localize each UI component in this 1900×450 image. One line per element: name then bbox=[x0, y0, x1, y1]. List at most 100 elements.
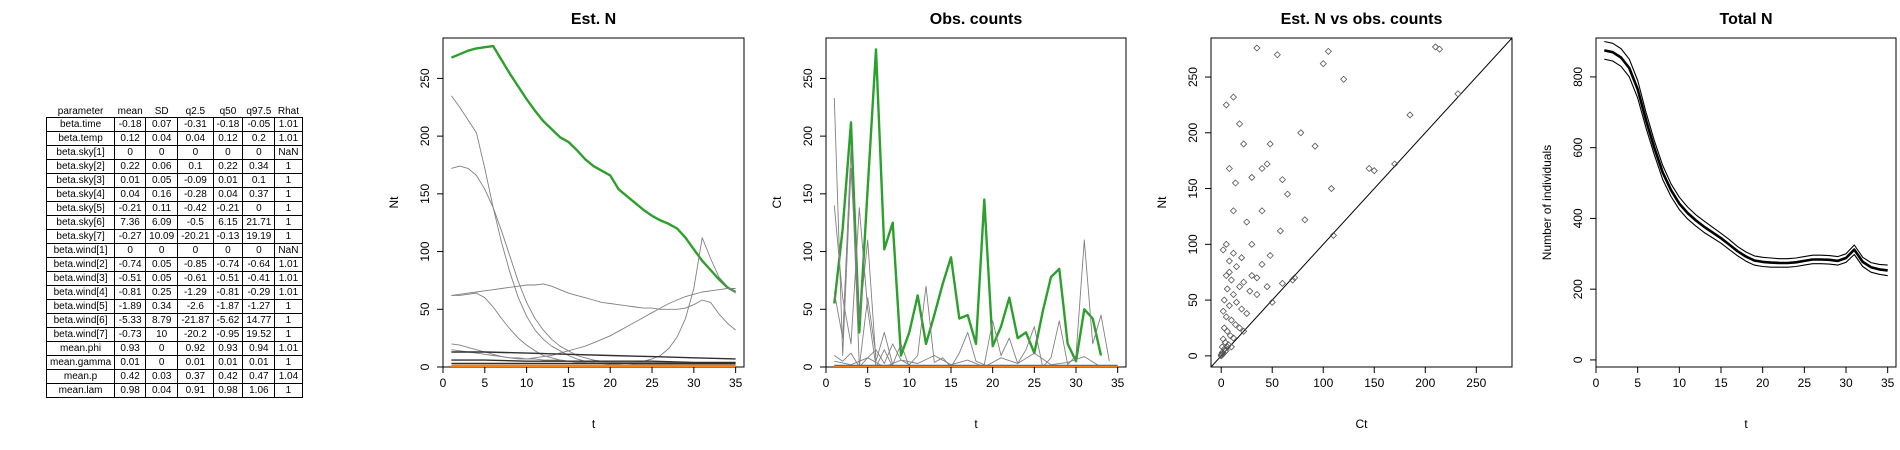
scatter-point bbox=[1232, 263, 1241, 271]
x-tick-label: 15 bbox=[1714, 376, 1728, 390]
x-tick-label: 10 bbox=[903, 376, 917, 390]
parameter-name-cell: beta.sky[6] bbox=[45, 215, 116, 230]
y-tick-label: 150 bbox=[801, 184, 815, 204]
table-cell: -0.28 bbox=[177, 187, 214, 202]
scatter-point bbox=[1266, 140, 1274, 148]
table-cell: 1 bbox=[274, 355, 303, 370]
scatter-point bbox=[1319, 60, 1327, 68]
table-cell: -2.6 bbox=[177, 299, 214, 314]
x-tick-label: 5 bbox=[481, 376, 488, 390]
x-tick-label: 35 bbox=[1881, 376, 1895, 390]
table-cell: 1.01 bbox=[274, 131, 303, 146]
scatter-point bbox=[1258, 260, 1266, 268]
x-tick-label: 50 bbox=[1266, 376, 1280, 390]
scatter-point bbox=[1236, 120, 1244, 128]
table-cell: 0 bbox=[177, 145, 214, 160]
scatter-point bbox=[1278, 176, 1286, 184]
scatter-point bbox=[1248, 173, 1256, 181]
parameter-name-cell: beta.sky[2] bbox=[45, 159, 116, 174]
table-cell: NaN bbox=[274, 243, 303, 258]
table-cell: 1 bbox=[274, 229, 303, 244]
table-cell: 0.91 bbox=[177, 383, 214, 398]
x-tick-label: 10 bbox=[520, 376, 534, 390]
x-tick-label: 250 bbox=[1466, 376, 1486, 390]
scatter-point bbox=[1435, 45, 1444, 53]
x-tick-label: 0 bbox=[440, 376, 447, 390]
scatter-point bbox=[1370, 167, 1378, 175]
table-row: beta.temp 0.12 0.04 0.04 0.12 0.2 1.01 bbox=[45, 131, 303, 146]
scatter-point bbox=[1220, 324, 1228, 332]
scatter-point bbox=[1248, 271, 1256, 280]
scatter-point bbox=[1223, 343, 1231, 351]
x-tick-label: 0 bbox=[823, 376, 830, 390]
table-row: beta.sky[3] 0.01 0.05 -0.09 0.01 0.1 1 bbox=[45, 173, 303, 188]
scatter-point bbox=[1266, 251, 1274, 260]
table-cell: 1 bbox=[274, 383, 303, 398]
chart-title: Total N bbox=[1719, 11, 1772, 28]
x-axis-label: t bbox=[1744, 417, 1748, 431]
x-tick-label: 0 bbox=[1218, 376, 1225, 390]
table-cell: 1.04 bbox=[274, 369, 303, 384]
scatter-point bbox=[1225, 257, 1233, 265]
series-line-6 bbox=[451, 288, 736, 360]
parameter-table: parameter mean SD q2.5 q50 q97.5 Rhat beta.tim… bbox=[45, 106, 303, 398]
series-line-5 bbox=[451, 237, 736, 364]
x-tick-label: 25 bbox=[1028, 376, 1042, 390]
series-line-9 bbox=[451, 359, 736, 364]
scatter-point bbox=[1253, 274, 1261, 282]
y-tick-label: 600 bbox=[1571, 137, 1585, 157]
chart-panel-2: Obs. counts t Ct 0 5 10 15 20 25 30 35 0 50 100 150 200… bbox=[770, 11, 1127, 431]
plot-area bbox=[833, 48, 1118, 367]
y-tick-label: 200 bbox=[418, 126, 432, 146]
table-row: beta.wind[6] -5.33 8.79 -21.87 -5.62 14.77 1 bbox=[45, 313, 303, 328]
x-axis-label: t bbox=[592, 417, 596, 431]
table-cell: -0.42 bbox=[177, 201, 214, 216]
scatter-point bbox=[1329, 231, 1338, 239]
chart-panel-1: Est. N t Nt 0 5 10 15 20 25 30 35 0 50 100 150 200 250 bbox=[387, 11, 745, 431]
chart-title: Est. N vs obs. counts bbox=[1281, 11, 1443, 28]
table-header-1: mean bbox=[117, 106, 143, 117]
table-cell: 1 bbox=[274, 299, 303, 314]
y-axis-label: Nt bbox=[1155, 196, 1169, 209]
scatter-point bbox=[1222, 313, 1230, 321]
table-cell: 1 bbox=[274, 201, 303, 216]
table-row: beta.sky[7] -0.27 10.09 -20.21 -0.13 19.19 1 bbox=[45, 229, 303, 244]
parameter-name-cell: beta.wind[2] bbox=[45, 257, 116, 272]
scatter-point bbox=[1454, 90, 1462, 98]
table-cell: -0.85 bbox=[177, 257, 214, 272]
plot-frame bbox=[442, 37, 745, 368]
table-header-row: parameter mean SD q2.5 q50 q97.5 Rhat bbox=[47, 106, 303, 118]
table-cell: 1.01 bbox=[274, 117, 303, 132]
series-line-1 bbox=[833, 48, 1103, 363]
scatter-point bbox=[1297, 129, 1305, 137]
series-line-3 bbox=[1604, 58, 1888, 277]
series-line-4 bbox=[833, 147, 877, 367]
y-tick-label: 0 bbox=[1571, 356, 1585, 363]
table-row: mean.phi 0.93 0 0.92 0.93 0.94 1.01 bbox=[45, 341, 303, 356]
scatter-point bbox=[1223, 285, 1231, 293]
x-tick-label: 20 bbox=[604, 376, 618, 390]
scatter-point bbox=[1222, 271, 1230, 280]
scatter-point bbox=[1238, 305, 1246, 313]
scatter-point bbox=[1225, 302, 1233, 310]
table-cell: 1 bbox=[274, 313, 303, 328]
scatter-point bbox=[1258, 164, 1266, 173]
scatter-point bbox=[1231, 179, 1240, 187]
y-tick-label: 400 bbox=[1571, 208, 1585, 228]
parameter-name-cell: mean.phi bbox=[45, 341, 116, 356]
table-row: mean.p 0.42 0.03 0.37 0.42 0.47 1.04 bbox=[45, 369, 303, 384]
scatter-point bbox=[1223, 327, 1231, 335]
y-tick-label: 800 bbox=[1571, 67, 1585, 87]
table-cell: 1.01 bbox=[274, 271, 303, 286]
scatter-point bbox=[1243, 309, 1251, 318]
scatter-point bbox=[1232, 298, 1241, 306]
series-line-1 bbox=[450, 44, 737, 294]
chart-panel-4: Total N t Number of individuals 0 5 10 15 20 25 3… bbox=[1540, 11, 1897, 431]
table-header-4: q50 bbox=[219, 106, 237, 117]
scatter-point bbox=[1238, 254, 1246, 262]
table-header-5: q97.5 bbox=[246, 106, 272, 117]
x-tick-label: 35 bbox=[729, 376, 743, 390]
series-line-3 bbox=[451, 165, 736, 366]
table-cell: 0.37 bbox=[177, 369, 214, 384]
scatter-point bbox=[1226, 332, 1234, 340]
